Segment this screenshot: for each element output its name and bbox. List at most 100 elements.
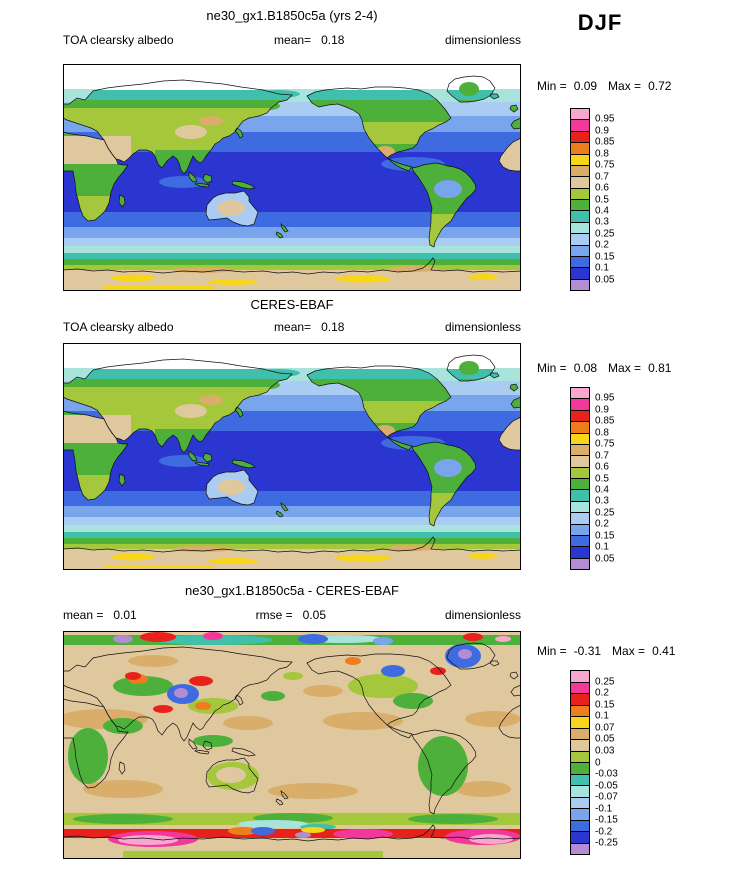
colorbar-segment — [571, 489, 589, 501]
panel-title-diff: ne30_gx1.B1850c5a - CERES-EBAF — [185, 583, 399, 598]
colorbar-segment — [571, 500, 589, 513]
colorbar-tick-label: 0.7 — [595, 171, 609, 183]
colorbar-segment — [571, 546, 589, 558]
colorbar-segment — [571, 153, 589, 165]
colorbar-tick-label: 0.6 — [595, 461, 609, 473]
colorbar-tick-label: 0.1 — [595, 541, 609, 553]
variable-label: TOA clearsky albedo — [63, 320, 174, 334]
colorbar-segment — [571, 443, 589, 456]
colorbar-tick-label: -0.2 — [595, 826, 613, 838]
colorbar-segment — [571, 187, 589, 199]
colorbar-tick-label: -0.1 — [595, 803, 613, 815]
mean-label: mean= — [274, 320, 312, 334]
header-row-model: TOA clearsky albedo mean= 0.18 dimensionl… — [63, 33, 521, 47]
colorbar-tick-label: 0.05 — [595, 733, 615, 745]
colorbar-segment — [571, 255, 589, 268]
mean-value: 0.01 — [113, 608, 137, 622]
max-value: 0.72 — [648, 79, 672, 93]
colorbar-tick-label: 0.3 — [595, 216, 609, 228]
units-label: dimensionless — [444, 320, 521, 334]
colorbar-segment — [571, 478, 589, 490]
colorbar-segment — [571, 455, 589, 467]
map-model — [63, 64, 521, 291]
mean-stat: mean= 0.18 — [274, 33, 344, 47]
max-label: Max = — [612, 644, 646, 658]
minmax-row-obs: Min = 0.08 Max = 0.81 — [537, 361, 671, 375]
colorbar-tick-label: 0.5 — [595, 194, 609, 205]
colorbar-labels: 0.95 0.9 0.85 0.8 0.75 0.7 0.6 0.5 0.4 0.3 0.25 0.2… — [595, 108, 640, 291]
colorbar-segment — [571, 671, 589, 682]
colorbar-tick-label: -0.07 — [595, 791, 618, 803]
colorbar-tick-label: 0.1 — [595, 262, 609, 274]
mean-stat: mean= 0.18 — [274, 320, 344, 334]
world-map-albedo-model — [63, 64, 521, 291]
rmse-stat: rmse = 0.05 — [256, 608, 326, 622]
colorbar-segment — [571, 221, 589, 234]
map-obs — [63, 343, 521, 570]
colorbar-tick-label: -0.05 — [595, 780, 618, 792]
colorbar-tick-label: 0.6 — [595, 182, 609, 194]
colorbar-tick-label: 0.05 — [595, 553, 615, 565]
colorbar-tick-label: 0.75 — [595, 159, 615, 171]
units-label: dimensionless — [444, 608, 521, 622]
colorbar-segment — [571, 176, 589, 188]
panel-title-obs: CERES-EBAF — [250, 297, 334, 312]
season-label: DJF — [577, 10, 623, 35]
min-label: Min = — [537, 644, 567, 658]
colorbar-labels: 0.25 0.2 0.15 0.1 0.07 0.05 0.03 0 -0.03 -0.05 -0.… — [595, 670, 640, 855]
colorbar-tick-label: 0.07 — [595, 722, 615, 734]
colorbar-segment — [571, 681, 589, 693]
max-label: Max = — [608, 79, 642, 93]
colorbar-segment — [571, 233, 589, 245]
colorbar-segment — [571, 398, 589, 410]
colorbar-segment — [571, 142, 589, 154]
colorbar-bar — [570, 387, 590, 570]
header-row-obs: TOA clearsky albedo mean= 0.18 dimensionl… — [63, 320, 521, 334]
colorbar-tick-label: -0.03 — [595, 768, 618, 780]
colorbar-segment — [571, 693, 589, 705]
colorbar-segment — [571, 164, 589, 177]
world-map-diff — [58, 631, 521, 859]
albedo-map-graphic — [63, 343, 521, 570]
colorbar-segment — [571, 831, 589, 843]
diff-map-graphic — [58, 631, 521, 859]
colorbar-tick-label: 0 — [595, 757, 601, 768]
colorbar-tick-label: 0.25 — [595, 228, 615, 240]
colorbar-segment — [571, 278, 589, 290]
colorbar-segment — [571, 819, 589, 831]
colorbar-tick-label: 0.25 — [595, 676, 615, 688]
mean-value: 0.18 — [321, 33, 345, 47]
colorbar-tick-label: 0.2 — [595, 687, 609, 699]
colorbar-tick-label: 0.15 — [595, 699, 615, 711]
mean-value: 0.18 — [321, 320, 345, 334]
colorbar-tick-label: 0.15 — [595, 251, 615, 263]
colorbar-tick-label: 0.95 — [595, 392, 615, 404]
map-diff — [58, 631, 521, 859]
colorbar-tick-label: 0.85 — [595, 415, 615, 427]
colorbar-segment — [571, 796, 589, 808]
colorbar-tick-label: 0.9 — [595, 404, 609, 416]
colorbar-segment — [571, 119, 589, 131]
colorbar-tick-label: 0.7 — [595, 450, 609, 462]
colorbar-tick-label: 0.2 — [595, 239, 609, 251]
colorbar-tick-label: 0.03 — [595, 745, 615, 757]
max-value: 0.81 — [648, 361, 672, 375]
min-label: Min = — [537, 79, 567, 93]
colorbar-tick-label: -0.25 — [595, 837, 618, 849]
min-value: 0.09 — [573, 79, 598, 93]
colorbar-segment — [571, 739, 589, 751]
min-label: Min = — [537, 361, 567, 375]
colorbar-tick-label: 0.75 — [595, 438, 615, 450]
colorbar-tick-label: 0.05 — [595, 274, 615, 286]
colorbar-segment — [571, 466, 589, 478]
colorbar-segment — [571, 267, 589, 279]
colorbar-segment — [571, 512, 589, 524]
header-row-diff: mean = 0.01 rmse = 0.05 dimensionless — [63, 608, 521, 622]
colorbar-segment — [571, 109, 589, 120]
colorbar-segment — [571, 762, 589, 774]
colorbar-segment — [571, 210, 589, 222]
colorbar-segment — [571, 716, 589, 728]
colorbar-tick-label: 0.5 — [595, 473, 609, 484]
colorbar-tick-label: 0.95 — [595, 113, 615, 125]
colorbar-tick-label: 0.3 — [595, 495, 609, 507]
